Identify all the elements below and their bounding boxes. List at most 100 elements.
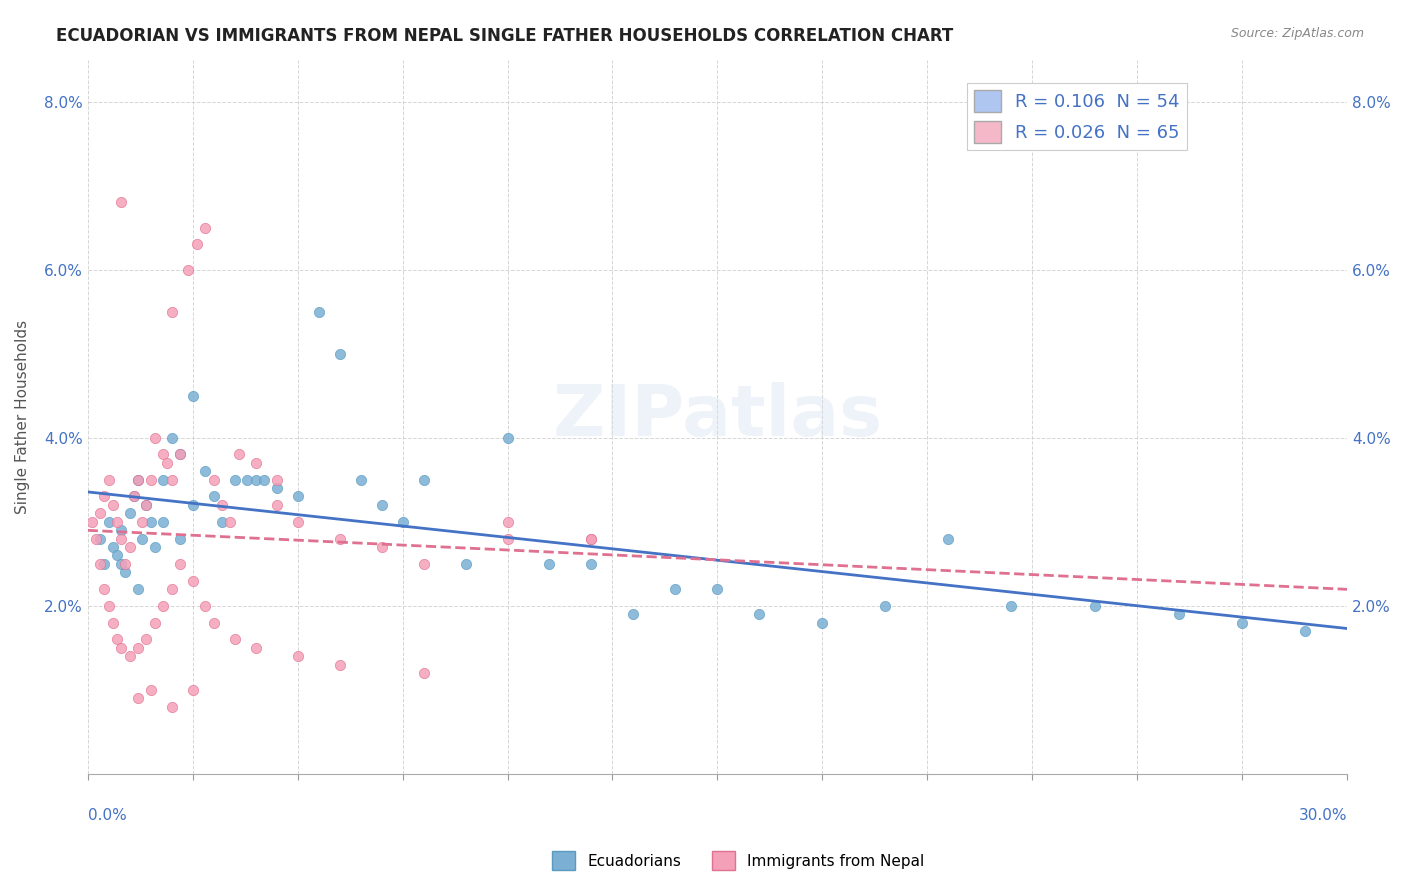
Point — [118, 649, 141, 664]
Point — [114, 565, 136, 579]
Point — [122, 490, 145, 504]
Point — [538, 557, 561, 571]
Legend: Ecuadorians, Immigrants from Nepal: Ecuadorians, Immigrants from Nepal — [546, 846, 931, 876]
Point — [169, 448, 191, 462]
Point — [181, 574, 204, 588]
Point — [1232, 615, 1254, 630]
Point — [80, 515, 103, 529]
Text: ECUADORIAN VS IMMIGRANTS FROM NEPAL SINGLE FATHER HOUSEHOLDS CORRELATION CHART: ECUADORIAN VS IMMIGRANTS FROM NEPAL SING… — [56, 27, 953, 45]
Point — [581, 532, 603, 546]
Point — [93, 582, 115, 596]
Point — [581, 532, 603, 546]
Point — [105, 632, 128, 647]
Point — [143, 431, 166, 445]
Point — [135, 498, 157, 512]
Point — [110, 557, 132, 571]
Text: 0.0%: 0.0% — [87, 808, 127, 823]
Point — [97, 515, 120, 529]
Point — [127, 473, 149, 487]
Point — [496, 515, 519, 529]
Point — [194, 220, 217, 235]
Point — [105, 515, 128, 529]
Point — [454, 557, 477, 571]
Point — [245, 456, 267, 470]
Point — [169, 448, 191, 462]
Point — [266, 498, 288, 512]
Text: 30.0%: 30.0% — [1299, 808, 1347, 823]
Point — [101, 540, 124, 554]
Point — [287, 649, 309, 664]
Point — [875, 599, 897, 613]
Point — [1084, 599, 1107, 613]
Point — [97, 599, 120, 613]
Point — [349, 473, 371, 487]
Point — [202, 490, 225, 504]
Point — [245, 473, 267, 487]
Point — [152, 599, 174, 613]
Point — [186, 237, 208, 252]
Point — [152, 515, 174, 529]
Point — [101, 498, 124, 512]
Point — [1168, 607, 1191, 621]
Point — [391, 515, 413, 529]
Point — [118, 540, 141, 554]
Point — [308, 304, 330, 318]
Legend: R = 0.106  N = 54, R = 0.026  N = 65: R = 0.106 N = 54, R = 0.026 N = 65 — [966, 83, 1187, 151]
Point — [110, 532, 132, 546]
Point — [623, 607, 645, 621]
Point — [266, 473, 288, 487]
Point — [152, 448, 174, 462]
Point — [89, 532, 111, 546]
Point — [139, 473, 162, 487]
Point — [93, 557, 115, 571]
Point — [139, 515, 162, 529]
Point — [748, 607, 770, 621]
Point — [228, 448, 250, 462]
Point — [412, 557, 434, 571]
Point — [105, 549, 128, 563]
Point — [211, 498, 233, 512]
Point — [412, 473, 434, 487]
Point — [496, 532, 519, 546]
Point — [131, 532, 153, 546]
Point — [156, 456, 179, 470]
Point — [245, 640, 267, 655]
Point — [110, 640, 132, 655]
Point — [706, 582, 728, 596]
Point — [135, 498, 157, 512]
Point — [152, 473, 174, 487]
Point — [329, 657, 352, 672]
Point — [97, 473, 120, 487]
Point — [139, 682, 162, 697]
Point — [110, 195, 132, 210]
Point — [194, 599, 217, 613]
Point — [370, 498, 392, 512]
Point — [370, 540, 392, 554]
Point — [177, 262, 200, 277]
Point — [181, 498, 204, 512]
Point — [329, 346, 352, 360]
Text: ZIPatlas: ZIPatlas — [553, 382, 883, 451]
Point — [169, 532, 191, 546]
Point — [224, 473, 246, 487]
Point — [101, 615, 124, 630]
Point — [236, 473, 259, 487]
Point — [664, 582, 686, 596]
Point — [194, 464, 217, 478]
Point — [118, 506, 141, 520]
Point — [938, 532, 960, 546]
Point — [581, 557, 603, 571]
Point — [160, 582, 183, 596]
Point — [127, 582, 149, 596]
Point — [143, 540, 166, 554]
Point — [202, 473, 225, 487]
Point — [169, 557, 191, 571]
Point — [181, 389, 204, 403]
Point — [219, 515, 242, 529]
Point — [287, 515, 309, 529]
Point — [160, 431, 183, 445]
Text: Source: ZipAtlas.com: Source: ZipAtlas.com — [1230, 27, 1364, 40]
Point — [135, 632, 157, 647]
Point — [1294, 624, 1316, 638]
Point — [110, 523, 132, 537]
